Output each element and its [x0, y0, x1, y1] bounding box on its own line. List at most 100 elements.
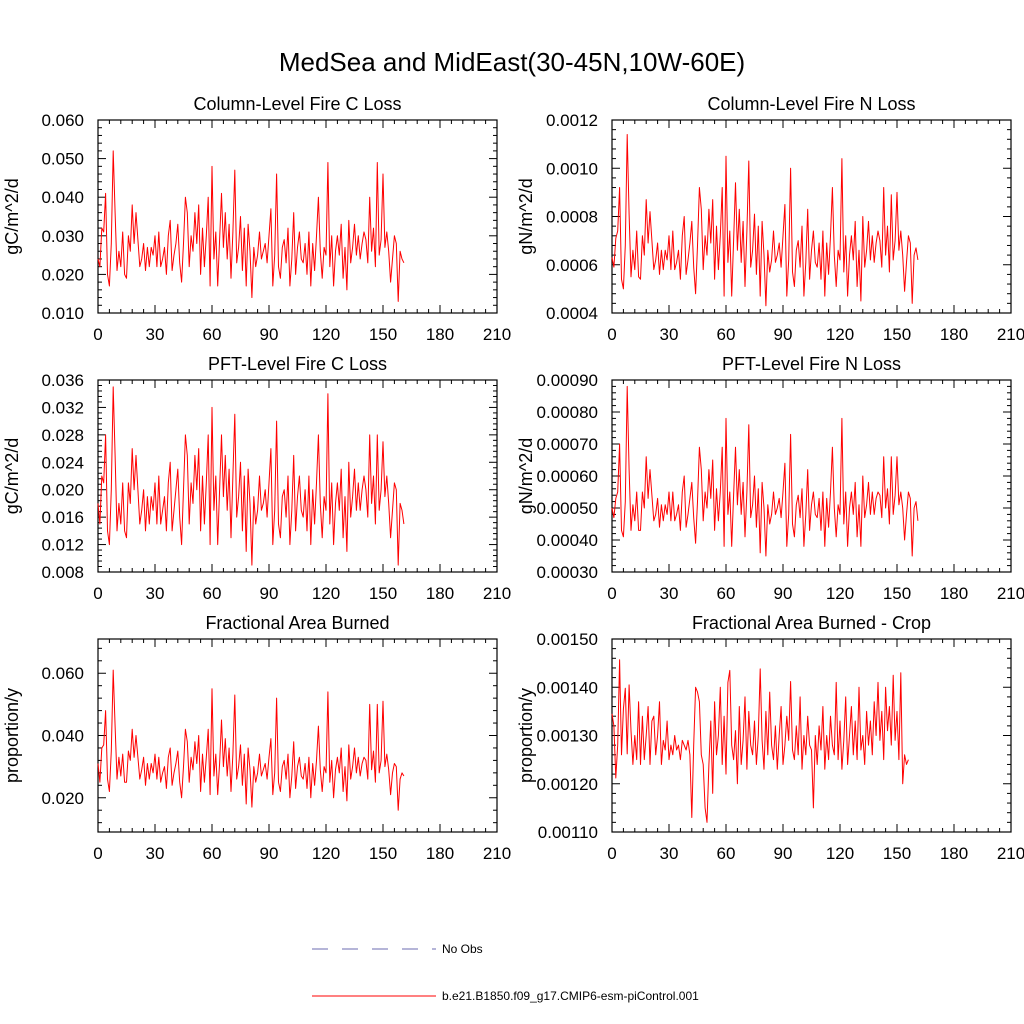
x-tick-label: 30	[146, 325, 165, 344]
x-tick-label: 180	[426, 584, 454, 603]
x-tick-label: 0	[93, 584, 102, 603]
y-axis-label: gC/m^2/d	[2, 178, 22, 254]
y-tick-label: 0.0008	[546, 208, 598, 227]
x-tick-label: 180	[940, 584, 968, 603]
x-tick-label: 180	[426, 325, 454, 344]
x-tick-label: 120	[826, 584, 854, 603]
x-tick-label: 60	[203, 584, 222, 603]
x-tick-label: 60	[203, 325, 222, 344]
y-tick-label: 0.00040	[537, 531, 598, 550]
x-tick-label: 120	[826, 844, 854, 863]
y-tick-label: 0.010	[41, 304, 84, 323]
series-line	[97, 150, 405, 302]
x-tick-label: 120	[826, 325, 854, 344]
y-tick-label: 0.0012	[546, 111, 598, 130]
x-tick-label: 150	[369, 844, 397, 863]
plot-frame	[611, 119, 1012, 314]
y-tick-label: 0.00030	[537, 563, 598, 582]
x-tick-label: 30	[660, 325, 679, 344]
figure-title: MedSea and MidEast(30-45N,10W-60E)	[279, 47, 745, 77]
x-tick-label: 90	[774, 584, 793, 603]
y-tick-label: 0.050	[41, 150, 84, 169]
x-tick-label: 180	[426, 844, 454, 863]
series-line	[97, 669, 405, 811]
x-tick-label: 30	[660, 844, 679, 863]
x-tick-label: 30	[660, 584, 679, 603]
series-line	[611, 133, 919, 307]
y-tick-label: 0.0004	[546, 304, 598, 323]
y-axis-label: proportion/y	[516, 688, 536, 783]
y-tick-label: 0.00110	[538, 823, 598, 842]
y-tick-label: 0.020	[41, 789, 84, 808]
y-tick-label: 0.040	[41, 188, 84, 207]
y-tick-label: 0.036	[41, 371, 84, 390]
y-tick-label: 0.00080	[537, 403, 598, 422]
panel-title: PFT-Level Fire N Loss	[722, 354, 901, 374]
y-tick-label: 0.00150	[537, 630, 598, 649]
y-tick-label: 0.024	[41, 453, 84, 472]
y-tick-label: 0.00050	[537, 499, 598, 518]
panel-0: Column-Level Fire C Loss gC/m^2/d 0 30 60 90 1…	[2, 94, 511, 344]
legend-model-label: b.e21.B1850.f09_g17.CMIP6-esm-piControl.…	[442, 989, 699, 1003]
x-tick-label: 60	[717, 325, 736, 344]
legend: No Obs b.e21.B1850.f09_g17.CMIP6-esm-piC…	[312, 942, 699, 1003]
y-tick-label: 0.030	[41, 227, 84, 246]
y-tick-label: 0.020	[41, 481, 84, 500]
panel-5: Fractional Area Burned - Crop proportion/…	[516, 613, 1024, 863]
plot-frame	[97, 379, 498, 573]
panel-title: Column-Level Fire C Loss	[193, 94, 401, 114]
x-tick-label: 90	[260, 844, 279, 863]
series-line	[97, 386, 405, 566]
y-axis-label: gN/m^2/d	[516, 178, 536, 254]
y-tick-label: 0.00140	[537, 678, 598, 697]
y-tick-label: 0.032	[41, 398, 84, 417]
panel-title: Fractional Area Burned - Crop	[692, 613, 931, 633]
x-tick-label: 150	[369, 325, 397, 344]
y-tick-label: 0.00120	[537, 775, 598, 794]
y-tick-label: 0.020	[41, 265, 84, 284]
panel-1: Column-Level Fire N Loss gN/m^2/d 0 30 60 90 1…	[516, 94, 1024, 344]
panel-3: PFT-Level Fire N Loss gN/m^2/d 0 30 60 90 120 1…	[516, 354, 1024, 603]
y-tick-label: 0.00090	[537, 371, 598, 390]
x-tick-label: 150	[883, 584, 911, 603]
x-tick-label: 90	[260, 584, 279, 603]
y-tick-label: 0.028	[41, 426, 84, 445]
y-axis-label: gC/m^2/d	[2, 438, 22, 514]
x-tick-label: 60	[717, 584, 736, 603]
x-tick-label: 30	[146, 844, 165, 863]
legend-obs-label: No Obs	[442, 942, 483, 956]
x-tick-label: 90	[774, 325, 793, 344]
x-tick-label: 90	[260, 325, 279, 344]
y-tick-label: 0.016	[41, 508, 84, 527]
x-tick-label: 0	[93, 844, 102, 863]
y-tick-label: 0.0010	[546, 159, 598, 178]
y-tick-label: 0.00130	[537, 727, 598, 746]
x-tick-label: 210	[997, 844, 1024, 863]
x-tick-label: 210	[483, 325, 511, 344]
panels-group: Column-Level Fire C Loss gC/m^2/d 0 30 60 90 1…	[2, 94, 1024, 863]
y-axis-label: gN/m^2/d	[516, 438, 536, 514]
x-tick-label: 30	[146, 584, 165, 603]
panel-title: Fractional Area Burned	[205, 613, 389, 633]
x-tick-label: 150	[883, 844, 911, 863]
x-tick-label: 120	[312, 584, 340, 603]
panel-title: Column-Level Fire N Loss	[707, 94, 915, 114]
x-tick-label: 120	[312, 325, 340, 344]
x-tick-label: 210	[483, 584, 511, 603]
x-tick-label: 60	[203, 844, 222, 863]
plot-frame	[97, 119, 498, 314]
panel-title: PFT-Level Fire C Loss	[208, 354, 387, 374]
x-tick-label: 210	[997, 325, 1024, 344]
panel-2: PFT-Level Fire C Loss gC/m^2/d 0 30 60 90 120 1…	[2, 354, 511, 603]
x-tick-label: 0	[93, 325, 102, 344]
y-tick-label: 0.060	[41, 664, 84, 683]
x-tick-label: 180	[940, 325, 968, 344]
series-line	[611, 659, 909, 823]
plot-frame	[611, 379, 1012, 573]
x-tick-label: 210	[997, 584, 1024, 603]
x-tick-label: 210	[483, 844, 511, 863]
y-tick-label: 0.00070	[537, 435, 598, 454]
series-line	[611, 385, 919, 557]
plot-frame	[611, 638, 1012, 833]
